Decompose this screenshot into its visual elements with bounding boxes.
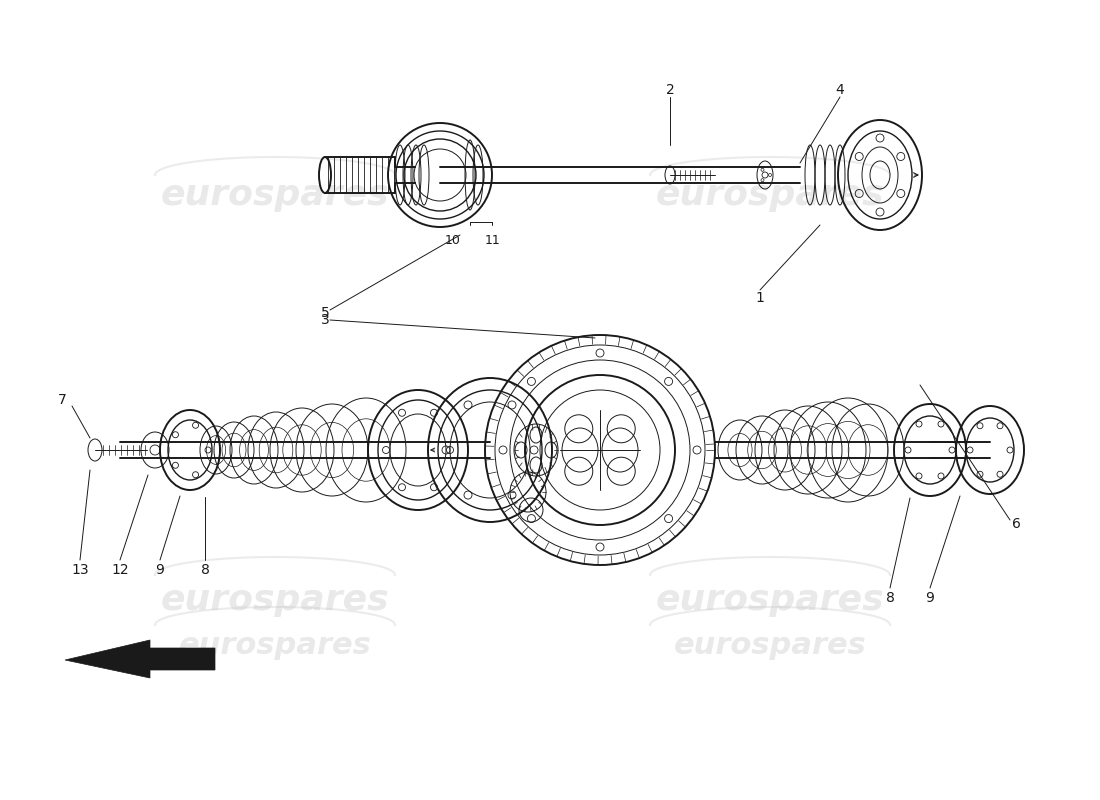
Text: 3: 3 bbox=[320, 313, 329, 327]
Text: 5: 5 bbox=[320, 306, 329, 320]
Text: 1: 1 bbox=[756, 291, 764, 305]
Text: eurospares: eurospares bbox=[656, 583, 884, 617]
Text: 9: 9 bbox=[155, 563, 164, 577]
Text: 9: 9 bbox=[925, 591, 934, 605]
Text: 6: 6 bbox=[1012, 517, 1021, 531]
Text: 2: 2 bbox=[666, 83, 674, 97]
Text: eurospares: eurospares bbox=[178, 630, 372, 659]
Text: 13: 13 bbox=[72, 563, 89, 577]
Text: 7: 7 bbox=[57, 393, 66, 407]
Text: eurospares: eurospares bbox=[673, 630, 867, 659]
Text: eurospares: eurospares bbox=[161, 178, 389, 212]
Text: eurospares: eurospares bbox=[656, 178, 884, 212]
Text: 4: 4 bbox=[836, 83, 845, 97]
Text: eurospares: eurospares bbox=[161, 583, 389, 617]
Text: 8: 8 bbox=[200, 563, 209, 577]
Text: 10: 10 bbox=[446, 234, 461, 246]
Text: 11: 11 bbox=[485, 234, 501, 246]
Text: 12: 12 bbox=[111, 563, 129, 577]
Polygon shape bbox=[65, 640, 214, 678]
Text: 8: 8 bbox=[886, 591, 894, 605]
